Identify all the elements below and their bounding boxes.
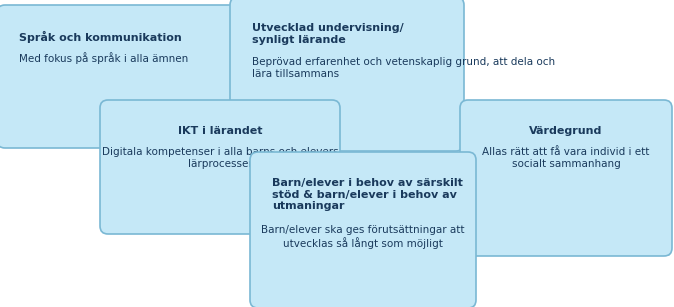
Text: Beprövad erfarenhet och vetenskaplig grund, att dela och
lära tillsammans: Beprövad erfarenhet och vetenskaplig gru… — [252, 57, 555, 79]
Text: Digitala kompetenser i alla barns och elevers
lärprocesser: Digitala kompetenser i alla barns och el… — [102, 147, 338, 169]
FancyBboxPatch shape — [0, 5, 241, 148]
FancyBboxPatch shape — [107, 108, 339, 234]
FancyBboxPatch shape — [100, 100, 340, 234]
FancyBboxPatch shape — [4, 13, 240, 148]
FancyBboxPatch shape — [237, 5, 463, 151]
FancyBboxPatch shape — [230, 0, 464, 151]
FancyBboxPatch shape — [257, 160, 475, 307]
FancyBboxPatch shape — [460, 100, 672, 256]
Text: Med fokus på språk i alla ämnen: Med fokus på språk i alla ämnen — [19, 52, 188, 64]
Text: Språk och kommunikation: Språk och kommunikation — [19, 31, 182, 43]
FancyBboxPatch shape — [250, 152, 476, 307]
Text: Barn/elever i behov av särskilt
stöd & barn/elever i behov av
utmaningar: Barn/elever i behov av särskilt stöd & b… — [272, 178, 463, 211]
Text: Utvecklad undervisning/
synligt lärande: Utvecklad undervisning/ synligt lärande — [252, 23, 404, 45]
Text: Värdegrund: Värdegrund — [529, 126, 603, 136]
Text: Allas rätt att få vara individ i ett
socialt sammanhang: Allas rätt att få vara individ i ett soc… — [483, 147, 650, 169]
Text: IKT i lärandet: IKT i lärandet — [178, 126, 262, 136]
Text: Barn/elever ska ges förutsättningar att
utvecklas så långt som möjligt: Barn/elever ska ges förutsättningar att … — [262, 225, 465, 249]
FancyBboxPatch shape — [467, 108, 671, 256]
